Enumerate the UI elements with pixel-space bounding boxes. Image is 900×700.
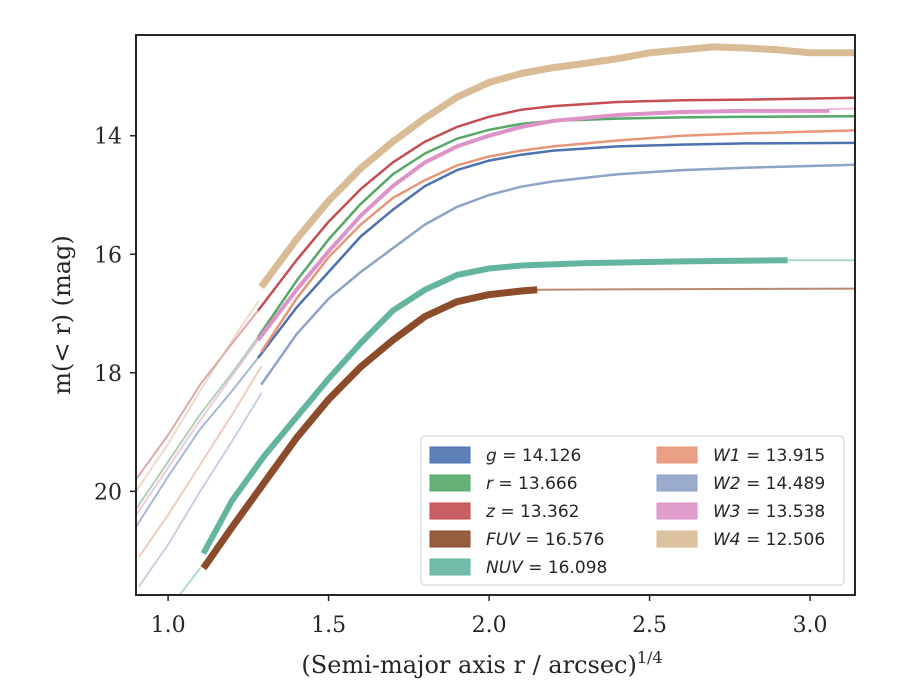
- legend-swatch-fuv: [429, 530, 471, 548]
- legend-label-fuv: FUV = 16.576: [486, 530, 604, 550]
- series-fuv-tail-line: [536, 287, 855, 291]
- legend-label-nuv: NUV = 16.098: [486, 558, 607, 578]
- series-w3-tail-line: [828, 107, 855, 111]
- legend-label-z: z = 13.362: [485, 502, 579, 522]
- x-axis-label-exponent: 1/4: [637, 648, 663, 667]
- legend-swatch-nuv: [429, 558, 471, 576]
- y-axis-label: m(< r) (mag): [48, 235, 76, 394]
- series-layer: [136, 43, 855, 595]
- y-tick-label: 20: [94, 480, 122, 505]
- series-g-line: [257, 141, 855, 359]
- x-tick-label: 2.5: [632, 613, 667, 638]
- y-tick-label: 14: [94, 125, 122, 150]
- x-tick-label: 2.0: [472, 613, 507, 638]
- y-tick-label: 16: [94, 243, 122, 268]
- x-tick-label: 1.0: [151, 613, 186, 638]
- legend: g = 14.126 r = 13.666 z = 13.362 FUV = 16.5…: [420, 435, 845, 586]
- series-w1-inner-line: [138, 365, 263, 558]
- series-fuv-line: [200, 286, 538, 571]
- series-w4-line: [258, 43, 855, 289]
- series-w2-line: [260, 163, 855, 386]
- legend-frame: [420, 435, 845, 586]
- series-z-inner-line: [136, 309, 259, 481]
- legend-label-r: r = 13.666: [486, 474, 578, 494]
- series-w1-line: [260, 129, 855, 353]
- legend-label-g: g = 14.126: [486, 446, 581, 466]
- series-w4-inner-line: [136, 300, 259, 493]
- y-tick-label: 18: [94, 362, 122, 387]
- legend-label-w3: W3 = 13.538: [713, 502, 825, 522]
- ticks-layer: 1.0 1.5 2.0 2.5 3.0 14 16 18 20: [94, 125, 828, 638]
- legend-label-w1: W1 = 13.915: [713, 446, 825, 466]
- legend-label-w2: W2 = 14.489: [713, 474, 825, 494]
- legend-swatch-w4: [656, 530, 698, 548]
- legend-swatch-w1: [656, 446, 698, 464]
- legend-swatch-z: [429, 502, 471, 520]
- legend-swatch-r: [429, 474, 471, 492]
- series-nuv-inner-line: [178, 567, 202, 595]
- series-w3-inner-line: [136, 339, 259, 516]
- legend-swatch-w2: [656, 474, 698, 492]
- series-r-inner-line: [136, 336, 259, 511]
- plot-frame: [135, 34, 856, 596]
- series-g-inner-line: [136, 357, 259, 528]
- legend-label-w4: W4 = 12.506: [713, 530, 825, 550]
- series-w3-line: [256, 108, 830, 342]
- legend-swatch-g: [429, 446, 471, 464]
- x-axis-label: (Semi-major axis r / arcsec)1/4: [301, 648, 662, 679]
- series-w2-inner-line: [138, 392, 263, 588]
- series-nuv-line: [200, 257, 788, 555]
- legend-swatch-w3: [656, 502, 698, 520]
- x-tick-label: 3.0: [793, 613, 828, 638]
- x-tick-label: 1.5: [311, 613, 346, 638]
- series-z-line: [257, 96, 855, 312]
- series-r-line: [256, 114, 855, 338]
